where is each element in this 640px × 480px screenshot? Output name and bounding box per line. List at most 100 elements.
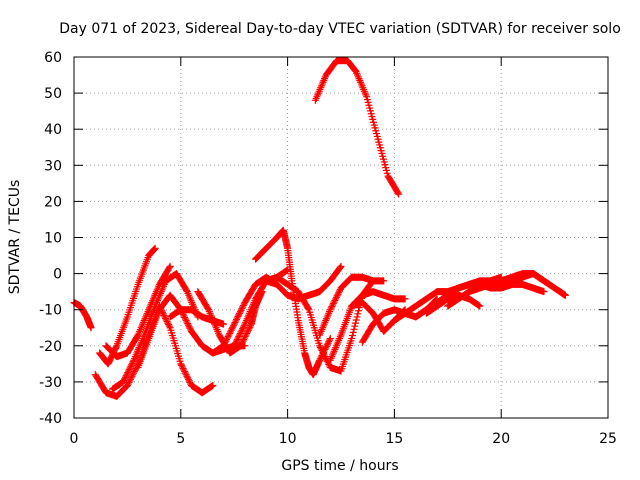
data-point bbox=[182, 371, 190, 379]
data-point bbox=[332, 293, 340, 301]
x-tick-label: 25 bbox=[599, 431, 617, 447]
data-point bbox=[323, 357, 331, 365]
data-point bbox=[127, 362, 135, 370]
data-point bbox=[227, 326, 235, 334]
data-point bbox=[233, 314, 241, 322]
data-point bbox=[317, 345, 325, 353]
data-point bbox=[355, 307, 363, 315]
data-point bbox=[182, 317, 190, 325]
data-point bbox=[240, 336, 248, 344]
data-point bbox=[224, 333, 232, 341]
data-point bbox=[231, 340, 239, 348]
data-point bbox=[220, 340, 228, 348]
x-axis: 0 5 10 15 20 25 bbox=[70, 57, 617, 447]
data-point bbox=[231, 319, 239, 327]
data-point bbox=[180, 366, 188, 374]
data-point bbox=[238, 326, 246, 334]
data-point bbox=[133, 332, 141, 340]
data-point bbox=[336, 263, 344, 271]
data-point bbox=[181, 368, 189, 376]
data-point bbox=[316, 343, 324, 351]
data-point bbox=[319, 348, 327, 356]
data-point bbox=[184, 320, 192, 328]
data-point bbox=[120, 376, 128, 384]
data-point bbox=[316, 356, 324, 364]
data-point bbox=[233, 336, 241, 344]
data-point bbox=[186, 324, 194, 332]
data-point bbox=[236, 331, 244, 339]
data-point bbox=[124, 380, 132, 388]
data-point bbox=[316, 342, 324, 350]
data-point bbox=[331, 296, 339, 304]
series-arc-11 bbox=[252, 226, 334, 379]
series-arc-16 bbox=[326, 288, 409, 364]
data-point bbox=[125, 366, 133, 374]
data-point bbox=[239, 302, 247, 310]
data-point bbox=[241, 333, 249, 341]
y-tick-label: -30 bbox=[39, 375, 62, 391]
data-point bbox=[225, 331, 233, 339]
data-point bbox=[223, 334, 231, 342]
y-axis: -40 -30 -20 -10 0 10 20 30 40 50 60 bbox=[39, 50, 608, 427]
data-point bbox=[122, 372, 130, 380]
data-point bbox=[162, 316, 170, 324]
y-tick-label: 40 bbox=[44, 122, 62, 138]
x-tick-label: 0 bbox=[70, 431, 79, 447]
data-point bbox=[239, 337, 247, 345]
data-point bbox=[325, 338, 333, 346]
data-point bbox=[183, 318, 191, 326]
data-point bbox=[232, 315, 240, 323]
data-point bbox=[165, 321, 173, 329]
data-point bbox=[181, 313, 189, 321]
data-point bbox=[165, 264, 173, 272]
data-point bbox=[182, 286, 190, 294]
data-point bbox=[353, 313, 361, 321]
data-point bbox=[221, 339, 229, 347]
data-point bbox=[561, 291, 569, 299]
data-point bbox=[328, 303, 336, 311]
y-tick-label: 20 bbox=[44, 194, 62, 210]
data-point bbox=[162, 314, 170, 322]
data-point bbox=[184, 375, 192, 383]
data-point bbox=[229, 322, 237, 330]
y-tick-label: 50 bbox=[44, 86, 62, 102]
data-point bbox=[151, 244, 159, 252]
data-point bbox=[232, 317, 240, 325]
data-point bbox=[184, 321, 192, 329]
data-point bbox=[178, 361, 186, 369]
data-point bbox=[181, 315, 189, 323]
data-point bbox=[121, 373, 129, 381]
data-point bbox=[129, 358, 137, 366]
data-point bbox=[124, 369, 132, 377]
data-point bbox=[351, 322, 359, 330]
data-point bbox=[323, 341, 331, 349]
data-point bbox=[540, 288, 548, 296]
data-point bbox=[123, 382, 131, 390]
data-point bbox=[229, 323, 237, 331]
data-point bbox=[240, 334, 248, 342]
data-point bbox=[335, 289, 343, 297]
series-arc-14 bbox=[311, 57, 403, 198]
data-point bbox=[185, 323, 193, 331]
data-point bbox=[238, 339, 246, 347]
data-point bbox=[183, 372, 191, 380]
y-tick-label: -20 bbox=[39, 339, 62, 355]
data-point bbox=[244, 326, 252, 334]
data-point bbox=[236, 329, 244, 337]
data-point bbox=[329, 300, 337, 308]
data-point bbox=[246, 323, 254, 331]
data-point bbox=[124, 367, 132, 375]
data-point bbox=[128, 359, 136, 367]
data-points bbox=[70, 57, 569, 400]
data-point bbox=[186, 378, 194, 386]
data-point bbox=[126, 364, 134, 372]
data-point bbox=[235, 333, 243, 341]
data-point bbox=[112, 343, 120, 351]
y-tick-label: 60 bbox=[44, 50, 62, 66]
x-axis-label: GPS time / hours bbox=[281, 458, 398, 474]
data-point bbox=[179, 364, 187, 372]
data-point bbox=[351, 319, 359, 327]
data-point bbox=[237, 340, 245, 348]
